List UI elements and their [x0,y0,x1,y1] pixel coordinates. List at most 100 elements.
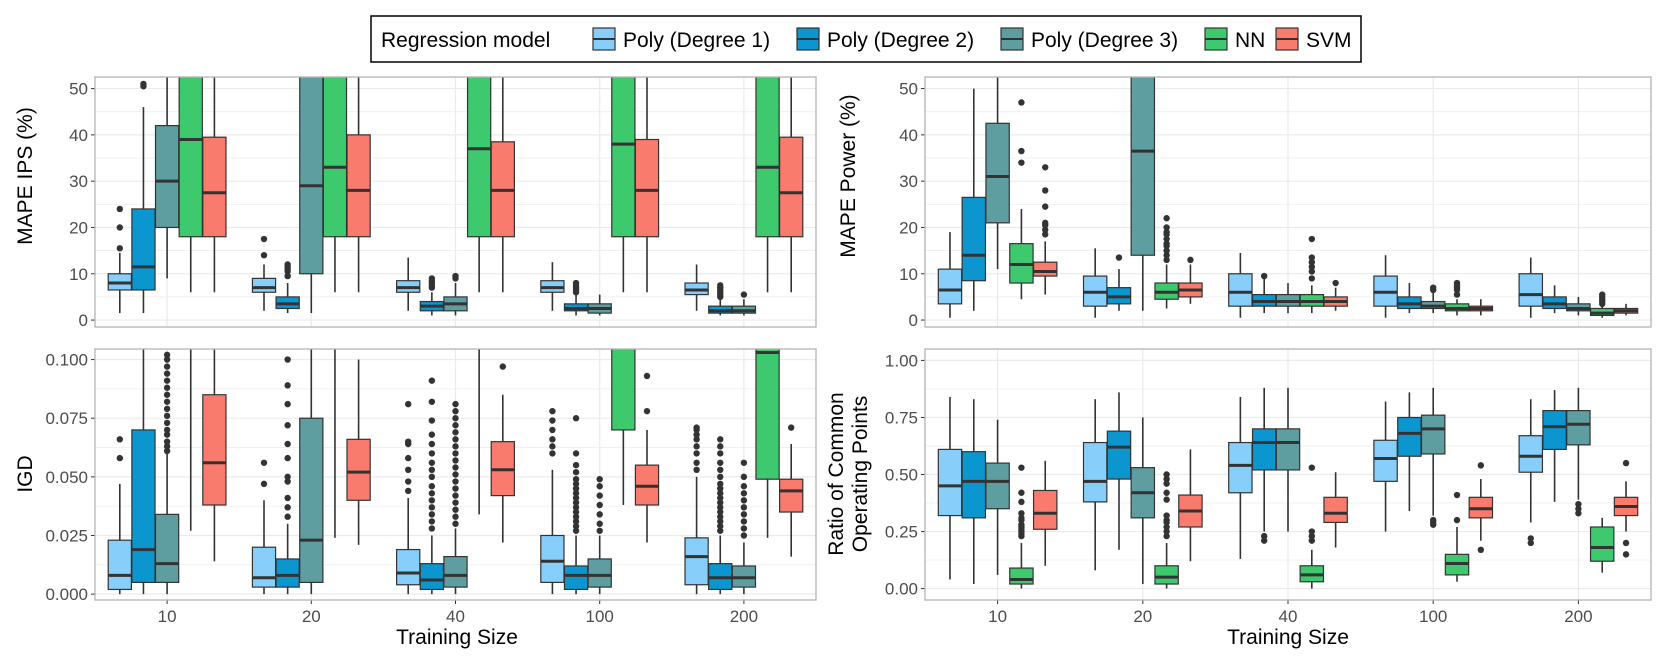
box-poly-degree-2-100 [563,415,589,595]
y-tick-label: 10 [69,265,88,284]
box-nn-10 [1009,464,1034,589]
box-nn-100 [1444,279,1470,316]
outlier-point [405,400,412,408]
box-body [346,134,371,238]
box-body [1323,496,1348,524]
outlier-point [1308,263,1316,271]
box-poly-degree-2-200 [708,436,733,595]
outlier-point [1308,258,1316,266]
outlier-point [284,504,291,511]
outlier-point [596,501,603,509]
outlier-point [1042,219,1049,227]
box-poly-degree-2-200 [1542,285,1567,314]
box-svm-20 [1178,256,1203,304]
y-tick-label: 20 [69,218,88,237]
outlier-point [1163,475,1170,483]
outlier-point [1042,203,1049,210]
legend-label-nn: NN [1235,29,1265,52]
outlier-point [1260,272,1268,280]
y-tick-label: 40 [69,126,88,145]
box-poly-degree-2-20 [275,356,300,595]
box-poly-degree-1-200 [684,264,709,311]
panel-bottom-left: 0.000 0.025 0.050 0.075 0.100 10 20 40 100 200 [45,348,817,626]
outlier-point [1018,464,1025,471]
outlier-point [740,525,748,532]
box-nn-40 [478,349,480,515]
outlier-point [428,417,436,424]
box-poly-degree-3-200 [1566,296,1591,316]
outlier-point [693,436,700,443]
ylabel-ratio-line2: Operating Points [849,396,872,552]
outlier-point [428,525,436,532]
outlier-point [260,252,268,259]
outlier-point [572,504,580,511]
box-poly-degree-3-10 [154,351,180,595]
box-body [202,394,227,506]
outlier-point [1163,471,1170,478]
outlier-point [717,443,724,450]
outlier-point [740,511,748,518]
y-tick-label: 50 [899,80,918,99]
box-svm-10 [202,77,227,293]
box-poly-degree-3-200 [731,459,757,595]
box-nn-20 [1154,471,1179,589]
box-body [779,478,804,513]
outlier-point [452,415,459,422]
box-nn-200 [755,349,780,538]
outlier-point [163,351,171,359]
outlier-point [428,377,436,384]
outlier-point [116,436,124,443]
outlier-point [693,424,700,431]
outlier-point [693,431,700,438]
outlier-point [1163,256,1170,264]
outlier-point [452,520,459,527]
box-body [202,136,227,238]
y-tick-label: 50 [69,80,88,99]
box-nn-10 [189,349,192,531]
outlier-point [452,499,459,506]
box-body [107,539,132,591]
box-body [985,462,1010,510]
outlier-point [1163,215,1170,222]
box-poly-degree-2-20 [275,261,300,314]
box-poly-degree-3-10 [154,77,180,279]
outlier-point [1018,498,1025,506]
outlier-point [572,485,580,492]
outlier-point [260,480,268,488]
outlier-point [284,478,291,485]
outlier-point [693,443,700,450]
outlier-point [1575,510,1582,517]
legend-label-svm: SVM [1306,29,1352,52]
outlier-point [452,457,459,464]
outlier-point [1477,546,1485,553]
box-poly-degree-1-20 [251,459,277,595]
outlier-point [428,398,436,405]
box-svm-40 [1323,472,1348,548]
outlier-point [1163,516,1170,524]
y-tick-label: 0.000 [45,585,88,604]
box-poly-degree-2-10 [131,349,156,595]
outlier-point [572,468,580,476]
outlier-point [1477,462,1485,469]
outlier-point [1163,240,1170,247]
box-poly-degree-3-200 [731,291,757,316]
outlier-point [1599,291,1606,298]
box-poly-degree-2-20 [1106,392,1132,550]
box-body [611,349,636,431]
box-body [131,208,156,291]
box-nn-20 [322,77,348,293]
outlier-point [1163,512,1170,519]
outlier-point [1622,539,1630,547]
outlier-point [405,454,412,462]
y-tick-label: 1.00 [885,351,918,370]
box-svm-200 [779,424,804,557]
box-poly-degree-3-10 [985,77,1010,270]
x-tick-label-40: 40 [446,607,465,626]
outlier-point [284,261,291,268]
box-poly-degree-2-40 [419,275,445,316]
box-body [1032,261,1058,277]
outlier-point [549,407,556,415]
chart-panels: 01020304050010203040500.0000.0250.0500.0… [45,76,1652,626]
box-body [419,563,445,591]
x-tick-label-100: 100 [586,607,614,626]
